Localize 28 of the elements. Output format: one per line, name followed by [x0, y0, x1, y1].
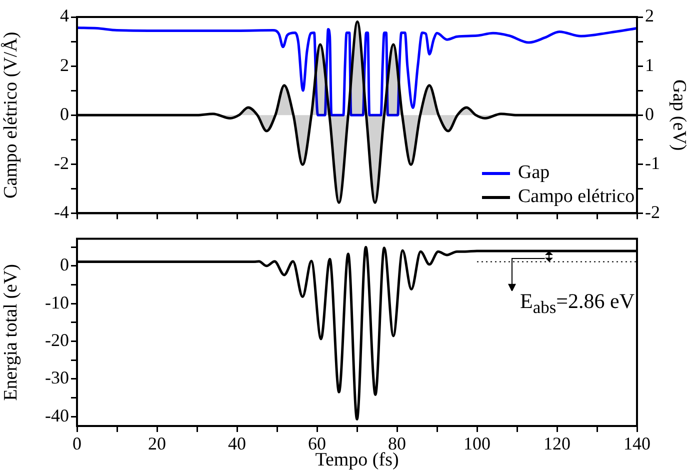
- y-tick-label: 0: [60, 254, 69, 275]
- annotation: E$_{abs}$=2.86 eV: [520, 289, 634, 319]
- x-tick-label: 0: [72, 434, 82, 454]
- y2-tick-label: 1: [645, 54, 654, 75]
- y2-tick-label: 2: [645, 6, 654, 26]
- legend-label: Gap: [518, 162, 550, 184]
- x-tick-label: 100: [464, 434, 490, 454]
- y-tick-label: -10: [45, 292, 69, 312]
- x-tick-label: 20: [148, 434, 166, 454]
- y-tick-label: 4: [60, 6, 69, 26]
- x-tick-label: 120: [544, 434, 570, 454]
- y-tick-label: -2: [54, 152, 69, 173]
- y-axis-title: Energia total (eV): [0, 264, 22, 401]
- y2-axis-title: Gap (eV): [668, 79, 690, 151]
- y-axis-title: Campo elétrico (V/Å): [0, 32, 22, 198]
- y-tick-label: -40: [45, 405, 69, 426]
- y-tick-label: 2: [60, 54, 69, 75]
- y-tick-label: -20: [45, 330, 69, 350]
- y-tick-label: 0: [60, 104, 69, 124]
- y-tick-label: -30: [45, 368, 69, 388]
- line-series: [77, 26, 637, 116]
- y2-tick-label: -2: [645, 202, 660, 222]
- y2-tick-label: 0: [645, 104, 654, 124]
- y2-tick-label: -1: [645, 152, 660, 173]
- x-tick-label: 40: [228, 434, 246, 454]
- y-tick-label: -4: [54, 202, 69, 222]
- legend-label: Campo elétrico: [518, 186, 635, 208]
- x-tick-label: 140: [624, 434, 650, 454]
